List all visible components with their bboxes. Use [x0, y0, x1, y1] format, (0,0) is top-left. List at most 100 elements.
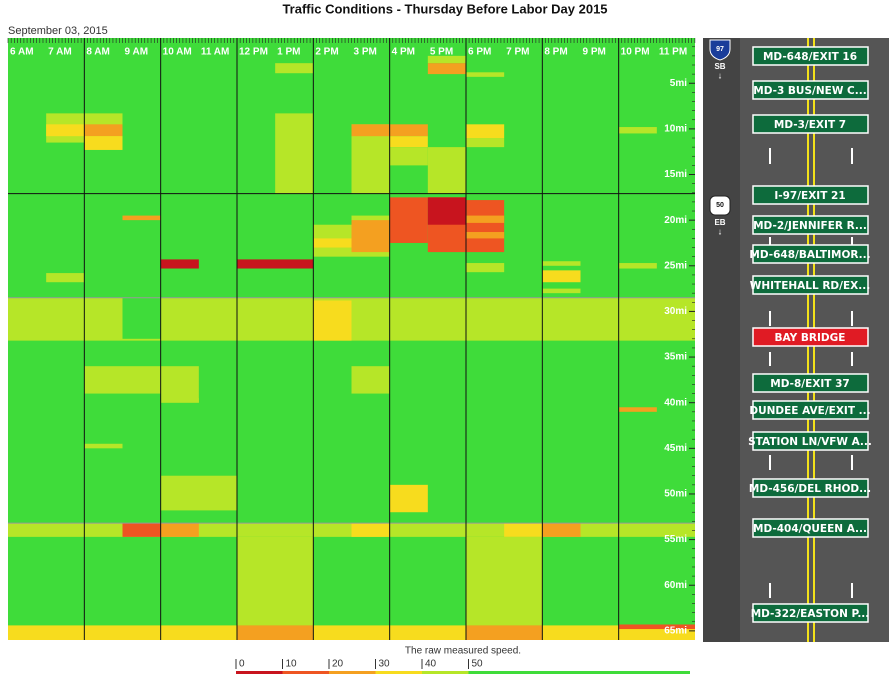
mile-label: 40mi: [664, 397, 687, 408]
exit-sign: [752, 478, 869, 498]
sign-label: MD-648/EXIT 16: [763, 51, 857, 63]
sign-label: MD-648/BALTIMOR...: [749, 249, 870, 261]
speed-cell: [122, 297, 161, 339]
speed-cell: [466, 72, 505, 77]
sign-label: MD-322/EASTON P...: [751, 608, 870, 620]
speed-cell: [84, 366, 161, 394]
hour-label: 9 AM: [125, 47, 149, 58]
speed-cell: [389, 147, 428, 166]
mile-label: 15mi: [664, 169, 687, 180]
sign-label: DUNDEE AVE/EXIT ...: [749, 405, 870, 417]
speed-cell: [160, 259, 199, 269]
speed-cell: [389, 136, 428, 148]
speed-cell: [122, 215, 161, 221]
speed-cell: [542, 288, 581, 294]
sign-label: MD-404/QUEEN A...: [753, 523, 867, 535]
shield-arrow: ↓: [718, 226, 723, 236]
speed-cell: [427, 147, 466, 194]
legend-label: 10: [286, 659, 298, 670]
legend-swatch: [375, 671, 422, 674]
mile-label: 50mi: [664, 489, 687, 500]
legend-label: 0: [239, 659, 245, 670]
legend-swatch: [422, 671, 469, 674]
exit-sign: [752, 275, 869, 295]
speed-cell: [618, 127, 657, 134]
shield: [709, 195, 731, 216]
shield-number: 97: [716, 46, 724, 53]
legend-label: 40: [425, 659, 437, 670]
speed-cell: [46, 273, 85, 283]
mile-label: 5mi: [670, 78, 687, 89]
speed-cell: [542, 270, 581, 283]
hour-label: 3 PM: [354, 47, 377, 58]
sign-label: MD-2/JENNIFER R...: [753, 220, 867, 232]
sign-label: BAY BRIDGE: [775, 332, 846, 344]
hour-label: 6 PM: [468, 47, 491, 58]
exit-sign: [752, 327, 869, 347]
hour-label: 4 PM: [392, 47, 415, 58]
speed-cell: [8, 625, 695, 640]
speed-cell: [122, 523, 161, 537]
speed-cell: [275, 63, 314, 74]
hour-label: 12 PM: [239, 47, 268, 58]
legend-swatch: [329, 671, 376, 674]
hour-label: 6 AM: [10, 47, 34, 58]
speed-cell: [504, 523, 543, 537]
speed-cell: [427, 55, 466, 64]
legend-caption: The raw measured speed.: [405, 646, 521, 657]
exit-sign: [752, 373, 869, 393]
speed-cell: [389, 124, 428, 137]
speed-cell: [542, 523, 581, 537]
legend-swatch: [236, 671, 283, 674]
shield-direction: EB: [714, 218, 725, 227]
speed-cell: [351, 124, 390, 137]
speed-cell: [84, 124, 123, 137]
date: September 03, 2015: [8, 25, 108, 37]
sign-label: I-97/EXIT 21: [774, 190, 845, 202]
hour-label: 10 AM: [163, 47, 192, 58]
speed-cell: [84, 443, 123, 449]
speed-cell: [466, 200, 505, 253]
hour-label: 11 PM: [659, 47, 687, 58]
hour-label: 11 AM: [201, 47, 230, 58]
exit-sign: [752, 400, 869, 420]
shield-number: 50: [716, 202, 724, 209]
speed-cell: [427, 63, 466, 75]
mile-label: 65mi: [664, 626, 687, 637]
speed-cell: [466, 124, 505, 139]
exit-sign: [752, 215, 869, 235]
heatmap: 6 AM 7 AM 8 AM 9 AM 10 AM 11 AM 12 PM 1 PM 2 PM 3…: [7, 38, 696, 640]
legend-swatch: [282, 671, 329, 674]
speed-cell: [351, 523, 390, 537]
speed-cell: [160, 475, 237, 511]
speed-cell: [466, 536, 543, 626]
speed-cell: [351, 366, 390, 394]
hour-label: 8 PM: [544, 47, 567, 58]
sign-label: MD-3 BUS/NEW C...: [753, 85, 866, 97]
shield-direction: SB: [714, 62, 725, 71]
legend: 0 10 20 30 40 50: [235, 659, 690, 674]
legend-label: 20: [332, 659, 344, 670]
speed-cell: [466, 625, 543, 640]
sign-label: WHITEHALL RD/EX...: [750, 280, 870, 292]
speed-cell: [466, 138, 505, 148]
exit-sign: [752, 244, 869, 264]
exit-sign: [752, 603, 869, 623]
exit-sign: [752, 80, 869, 100]
mile-label: 60mi: [664, 580, 687, 591]
speed-cell: [237, 625, 314, 640]
exit-sign: [752, 46, 869, 66]
speed-cell: [46, 124, 85, 137]
title: Traffic Conditions - Thursday Before Lab…: [282, 1, 607, 16]
speed-cell: [275, 113, 314, 194]
speed-cell: [84, 136, 123, 150]
hour-label: 1 PM: [277, 47, 300, 58]
exit-sign: [752, 518, 869, 538]
sign-label: MD-3/EXIT 7: [774, 119, 846, 131]
mile-label: 35mi: [664, 352, 687, 363]
speed-cell: [427, 197, 466, 225]
speed-cell: [389, 484, 428, 513]
legend-swatch: [468, 671, 690, 674]
hour-label: 10 PM: [621, 47, 650, 58]
hour-label: 7 PM: [506, 47, 529, 58]
